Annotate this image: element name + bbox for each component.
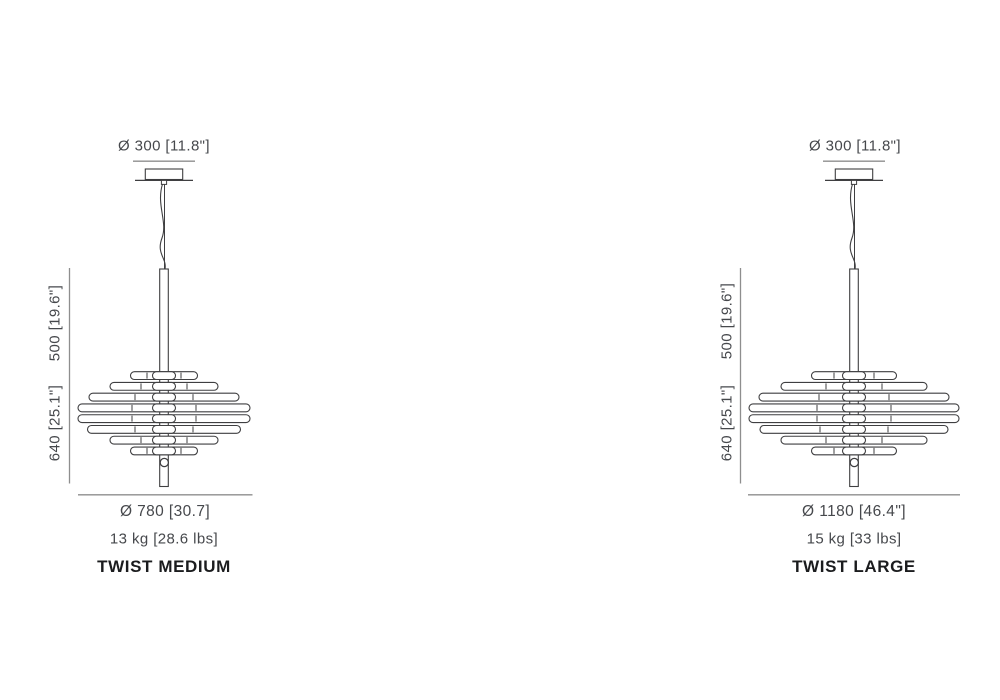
weight-label: 13 kg [28.6 lbs] [109,530,219,548]
weight-label: 15 kg [33 lbs] [806,530,902,548]
canopy-diameter-label: Ø 300 [11.8"] [118,137,210,155]
body-height-label: 640 [25.1"] [46,384,64,462]
diameter-label: Ø 1180 [46.4"] [802,503,906,520]
diameter-label: Ø 780 [30.7] [119,503,211,520]
suspension-height-label: 500 [19.6"] [46,284,64,362]
body-height-label: 640 [25.1"] [718,384,736,462]
canopy-diameter-label: Ø 300 [11.8"] [809,137,901,155]
suspension-height-label: 500 [19.6"] [718,282,736,360]
product-title: TWIST MEDIUM [97,557,231,576]
product-title: TWIST LARGE [792,557,916,576]
